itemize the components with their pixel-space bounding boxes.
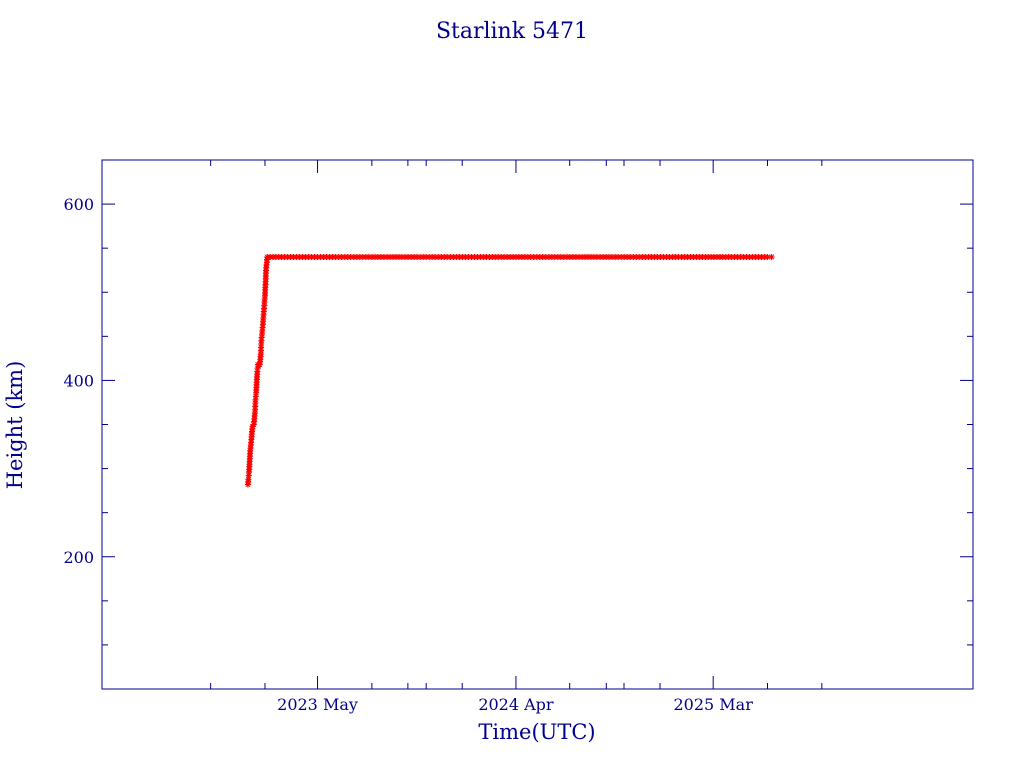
point-stroke: [252, 397, 259, 403]
chart-title: Starlink 5471: [436, 19, 588, 44]
x-axis-label: Time(UTC): [478, 720, 595, 744]
point-stroke: [769, 254, 775, 260]
point-stroke: [254, 369, 260, 375]
point-stroke: [246, 473, 252, 479]
data-point: [764, 254, 771, 260]
x-tick-label: 2023 May: [277, 695, 358, 714]
y-axis-label: Height (km): [3, 361, 27, 490]
data-point: [768, 254, 775, 260]
y-tick-label: 600: [63, 195, 94, 214]
x-tick-label: 2025 Mar: [673, 695, 753, 714]
point-stroke: [253, 393, 259, 399]
series-line: [246, 255, 772, 485]
axis-ticks: [102, 159, 973, 689]
data-series: [244, 254, 775, 488]
y-tick-label: 200: [63, 548, 94, 567]
point-stroke: [764, 254, 771, 260]
plot-frame: [101, 159, 974, 690]
x-tick-label: 2024 Apr: [478, 695, 554, 714]
y-tick-label: 400: [63, 371, 94, 390]
point-stroke: [245, 476, 251, 482]
axis-tick-labels: 200 400 600 2023 May 2024 Apr 2025 Mar: [63, 195, 753, 714]
